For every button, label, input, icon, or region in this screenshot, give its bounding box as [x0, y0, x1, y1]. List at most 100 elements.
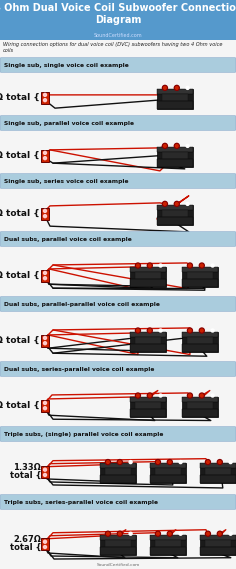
Circle shape: [137, 394, 139, 397]
FancyBboxPatch shape: [0, 296, 236, 311]
Bar: [157, 159, 193, 167]
FancyBboxPatch shape: [0, 427, 236, 442]
Circle shape: [148, 329, 151, 332]
Bar: [182, 266, 218, 287]
Bar: [162, 94, 188, 101]
Circle shape: [187, 328, 192, 333]
Circle shape: [199, 328, 204, 333]
Circle shape: [117, 460, 122, 464]
Text: 4 Ohm Dual Voice Coil Subwoofer Connection
Diagram: 4 Ohm Dual Voice Coil Subwoofer Connecti…: [0, 3, 236, 25]
Bar: [157, 217, 193, 225]
Text: 8Ω total {: 8Ω total {: [0, 209, 40, 218]
Circle shape: [159, 329, 162, 332]
Bar: [187, 271, 213, 278]
Bar: [135, 336, 161, 344]
Text: total {: total {: [9, 471, 41, 480]
Circle shape: [43, 151, 46, 154]
Bar: [200, 535, 236, 555]
Circle shape: [205, 460, 211, 464]
Text: Dual subs, series-parallel voice coil example: Dual subs, series-parallel voice coil ex…: [4, 366, 154, 372]
Circle shape: [43, 407, 46, 410]
Circle shape: [43, 468, 46, 471]
Circle shape: [229, 532, 232, 535]
Circle shape: [107, 533, 109, 535]
Circle shape: [189, 264, 191, 267]
Bar: [150, 535, 186, 555]
Circle shape: [169, 533, 171, 535]
Bar: [150, 463, 186, 468]
Text: Single sub, single voice coil example: Single sub, single voice coil example: [4, 63, 129, 68]
Bar: [200, 463, 236, 483]
Bar: [41, 538, 49, 550]
Circle shape: [118, 461, 121, 463]
Circle shape: [156, 531, 160, 536]
Circle shape: [211, 329, 214, 332]
Bar: [41, 92, 49, 104]
Text: Triple subs, (single) parallel voice coil example: Triple subs, (single) parallel voice coi…: [4, 431, 163, 436]
Text: 4Ω total {: 4Ω total {: [0, 401, 40, 410]
Bar: [41, 270, 49, 282]
Circle shape: [137, 264, 139, 267]
Bar: [155, 540, 181, 547]
Bar: [41, 467, 49, 479]
Bar: [157, 101, 193, 109]
Bar: [150, 547, 186, 555]
Circle shape: [186, 86, 189, 89]
Circle shape: [179, 532, 182, 535]
Circle shape: [159, 264, 162, 267]
Circle shape: [43, 277, 46, 280]
Circle shape: [162, 143, 167, 149]
Bar: [135, 271, 161, 278]
Text: Single sub, series voice coil example: Single sub, series voice coil example: [4, 179, 128, 183]
Bar: [130, 332, 166, 352]
Bar: [41, 150, 49, 162]
Circle shape: [219, 533, 221, 535]
Bar: [182, 397, 218, 402]
Bar: [135, 402, 161, 409]
Circle shape: [164, 203, 166, 205]
Bar: [162, 210, 188, 217]
Bar: [182, 278, 218, 287]
Bar: [130, 266, 166, 271]
Circle shape: [174, 143, 179, 149]
Bar: [182, 344, 218, 352]
FancyBboxPatch shape: [0, 362, 236, 376]
Bar: [105, 468, 131, 475]
Circle shape: [43, 336, 46, 340]
Bar: [157, 89, 193, 109]
Bar: [130, 344, 166, 352]
Circle shape: [43, 209, 46, 212]
Circle shape: [43, 342, 46, 345]
Circle shape: [162, 85, 167, 90]
Circle shape: [162, 201, 167, 207]
Text: Dual subs, parallel voice coil example: Dual subs, parallel voice coil example: [4, 237, 132, 241]
Bar: [162, 152, 188, 159]
Text: 1.33Ω: 1.33Ω: [13, 463, 41, 472]
Bar: [200, 463, 236, 468]
Circle shape: [186, 203, 189, 205]
Circle shape: [156, 460, 160, 464]
Text: SoundCertified.com: SoundCertified.com: [94, 32, 142, 38]
Bar: [187, 402, 213, 409]
Text: 1Ω total {: 1Ω total {: [0, 336, 40, 345]
Bar: [182, 266, 218, 271]
Circle shape: [157, 461, 159, 463]
Circle shape: [176, 203, 178, 205]
Bar: [100, 463, 136, 468]
Text: total {: total {: [9, 543, 41, 552]
Circle shape: [217, 531, 222, 536]
Circle shape: [211, 394, 214, 397]
Circle shape: [129, 460, 132, 464]
Bar: [182, 409, 218, 417]
Bar: [41, 335, 49, 347]
Text: Triple subs, series-parallel voice coil example: Triple subs, series-parallel voice coil …: [4, 500, 158, 505]
Bar: [150, 475, 186, 483]
Circle shape: [43, 540, 46, 543]
Circle shape: [167, 460, 172, 464]
Circle shape: [147, 328, 152, 333]
Circle shape: [199, 393, 204, 398]
Bar: [200, 475, 236, 483]
Bar: [157, 147, 193, 167]
Circle shape: [167, 531, 172, 536]
Circle shape: [157, 533, 159, 535]
